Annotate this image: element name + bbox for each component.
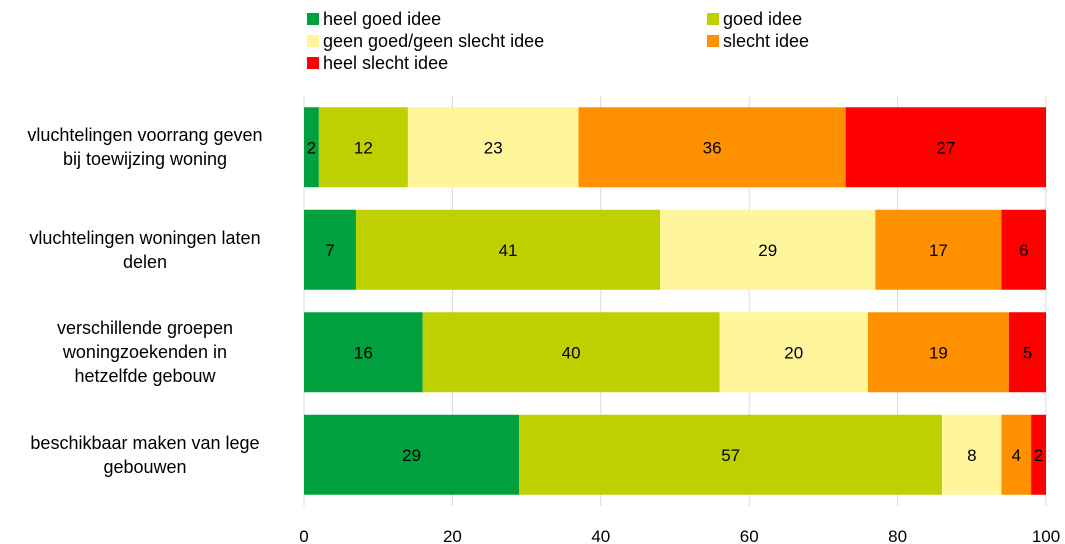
x-tick-label: 20 [443, 527, 462, 544]
bar-segment [1008, 312, 1046, 393]
bar-segment [1001, 209, 1046, 290]
legend-item: heel goed idee [307, 8, 441, 30]
bar-segment [318, 107, 408, 188]
x-tick-label: 60 [740, 527, 759, 544]
legend-label: heel slecht idee [323, 52, 449, 73]
legend-swatch [307, 57, 319, 69]
legend-item: slecht idee [707, 30, 809, 52]
data-label: 40 [562, 343, 581, 362]
data-label: 20 [784, 343, 803, 362]
legend-label: goed idee [723, 8, 803, 29]
bar-segment [1031, 414, 1046, 495]
data-label: 16 [354, 343, 373, 362]
y-category-label-line: vluchtelingen woningen laten [29, 227, 261, 248]
data-label: 5 [1023, 343, 1032, 362]
data-label: 12 [354, 138, 373, 157]
bar-segment [355, 209, 661, 290]
y-category-label: vluchtelingen woningen laten delen [0, 210, 290, 290]
data-label: 23 [484, 138, 503, 157]
data-label: 17 [929, 241, 948, 260]
y-category-label: vluchtelingen voorrang geven bij toewijzi… [0, 107, 290, 187]
y-category-label-line: woningzoekenden in [62, 342, 228, 363]
y-category-label: verschillende groepen woningzoekenden in h… [0, 312, 290, 392]
data-label: 7 [325, 241, 334, 260]
y-category-label-line: bij toewijzing woning [62, 149, 228, 170]
legend-swatch [707, 35, 719, 47]
x-tick-label: 80 [888, 527, 907, 544]
bar-segment [304, 209, 356, 290]
bar-segment [845, 107, 1046, 188]
data-label: 2 [1034, 446, 1043, 465]
data-label: 4 [1012, 446, 1021, 465]
legend-item: heel slecht idee [307, 52, 448, 74]
data-label: 57 [721, 446, 740, 465]
x-tick-label: 40 [591, 527, 610, 544]
data-label: 19 [929, 343, 948, 362]
y-category-label-line: hetzelfde gebouw [74, 366, 216, 387]
legend-swatch [707, 13, 719, 25]
y-category-label-line: verschillende groepen [56, 318, 234, 339]
data-label: 2 [307, 138, 316, 157]
legend-label: geen goed/geen slecht idee [323, 30, 545, 51]
data-label: 41 [499, 241, 518, 260]
bar-segment [1001, 414, 1032, 495]
bar-segment [422, 312, 720, 393]
x-tick-label: 0 [299, 527, 308, 544]
y-category-label-line: delen [122, 251, 168, 272]
bar-segment [304, 414, 520, 495]
bar-segment [578, 107, 846, 188]
legend-swatch [307, 13, 319, 25]
bar-segment [719, 312, 868, 393]
legend-item: goed idee [707, 8, 802, 30]
bar-segment [304, 107, 319, 188]
y-category-label-line: gebouwen [103, 456, 187, 477]
legend-label: slecht idee [723, 30, 810, 51]
y-category-label-line: vluchtelingen voorrang geven [27, 125, 263, 146]
bar-segment [304, 312, 423, 393]
bar-segment [519, 414, 943, 495]
bar-segment [867, 312, 1009, 393]
data-label: 29 [402, 446, 421, 465]
bar-segment [660, 209, 876, 290]
data-label: 36 [703, 138, 722, 157]
data-label: 29 [758, 241, 777, 260]
bar-segment [875, 209, 1002, 290]
x-tick-label: 100 [1032, 527, 1060, 544]
data-label: 8 [967, 446, 976, 465]
y-category-label-line: beschikbaar maken van lege [30, 432, 260, 453]
bar-segment [942, 414, 1002, 495]
legend-swatch [307, 35, 319, 47]
y-category-label: beschikbaar maken van lege gebouwen [0, 415, 290, 495]
data-label: 27 [936, 138, 955, 157]
data-label: 6 [1019, 241, 1028, 260]
legend-item: geen goed/geen slecht idee [307, 30, 544, 52]
legend-label: heel goed idee [323, 8, 442, 29]
bar-segment [407, 107, 579, 188]
